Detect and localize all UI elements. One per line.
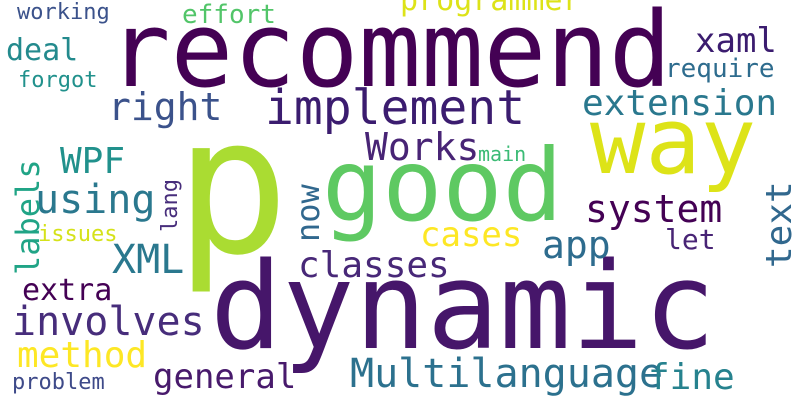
word-recommend: recommend	[108, 0, 672, 111]
word-working: working	[17, 0, 110, 25]
word-good: good	[322, 127, 563, 244]
word-system: system	[585, 187, 723, 231]
word-implement: implement	[265, 80, 526, 136]
word-let: let	[665, 223, 716, 256]
word-programmer: programmer	[400, 0, 581, 18]
word-extension: extension	[582, 83, 778, 124]
word-way: way	[590, 88, 757, 195]
word-deal: deal	[6, 33, 79, 68]
word-now: now	[289, 184, 327, 242]
word-require: require	[665, 54, 775, 84]
word-fine: fine	[648, 357, 735, 398]
word-cases: cases	[420, 215, 523, 255]
word-problem: problem	[12, 370, 105, 395]
word-effort: effort	[182, 0, 276, 30]
word-using: using	[35, 177, 156, 223]
word-works: Works	[365, 125, 480, 169]
word-method: method	[17, 335, 148, 376]
word-involves: involves	[12, 299, 205, 345]
word-p: p	[175, 76, 290, 297]
word-text: text	[759, 181, 800, 268]
word-classes: classes	[298, 245, 450, 286]
word-xml: XML	[112, 237, 185, 283]
word-forgot: forgot	[18, 68, 98, 93]
word-extra: extra	[22, 273, 113, 308]
word-right: right	[108, 85, 223, 129]
word-multilanguage: Multilanguage	[350, 351, 664, 397]
word-lang: lang	[158, 179, 183, 232]
word-labels: labels	[9, 159, 47, 275]
word-general: general	[153, 357, 297, 397]
word-xaml: xaml	[695, 21, 777, 61]
word-app: app	[542, 223, 611, 267]
word-dynamic: dynamic	[210, 238, 716, 377]
word-issues: issues	[38, 222, 118, 247]
word-wpf: WPF	[60, 141, 126, 182]
word-main: main	[478, 142, 527, 166]
